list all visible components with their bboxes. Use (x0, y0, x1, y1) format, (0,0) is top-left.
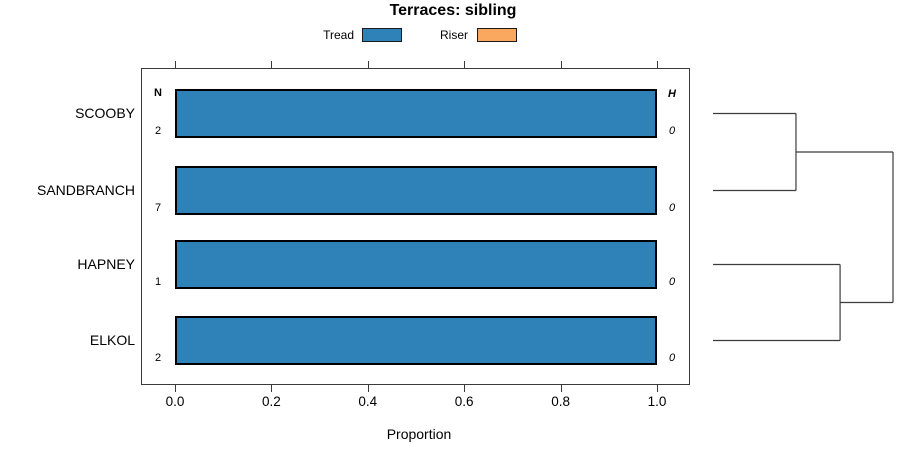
h-column-header: H (668, 88, 676, 100)
legend-label-riser: Riser (439, 28, 468, 42)
x-tick-top (560, 61, 562, 68)
n-column-header: N (154, 87, 162, 99)
x-tick-top (464, 61, 466, 68)
x-tick-top (271, 61, 273, 68)
x-tick-label: 0.0 (165, 394, 185, 409)
tread-swatch (362, 28, 402, 42)
n-value-scooby: 2 (155, 125, 162, 137)
x-tick-bottom (367, 385, 369, 392)
h-value-hapney: 0 (669, 276, 676, 288)
x-tick-label: 0.4 (358, 394, 378, 409)
x-tick-label: 0.2 (262, 394, 281, 409)
x-tick-label: 0.6 (454, 394, 474, 409)
x-tick-bottom (657, 385, 658, 392)
chart-title: Terraces: sibling (389, 2, 517, 19)
h-value-elkol: 0 (669, 352, 676, 364)
x-axis-label: Proportion (386, 426, 452, 442)
n-value-hapney: 1 (155, 276, 162, 288)
x-tick-label: 0.8 (551, 394, 570, 409)
h-value-sandbranch: 0 (669, 202, 676, 214)
category-label-elkol: ELKOL (89, 332, 135, 348)
x-tick-bottom (560, 385, 562, 392)
legend: Tread Riser (0, 28, 900, 43)
category-label-sandbranch: SANDBRANCH (36, 182, 135, 198)
x-tick-bottom (271, 385, 273, 392)
bar-tread-sandbranch (175, 166, 657, 215)
x-tick-bottom (464, 385, 466, 392)
legend-label-tread: Tread (323, 28, 354, 42)
x-tick-top (175, 61, 176, 68)
n-value-sandbranch: 7 (155, 202, 162, 214)
bar-tread-elkol (175, 316, 657, 365)
x-tick-top (367, 61, 369, 68)
riser-swatch (477, 28, 517, 42)
category-label-scooby: SCOOBY (75, 105, 135, 121)
x-tick-top (657, 61, 658, 68)
category-label-hapney: HAPNEY (77, 256, 135, 272)
n-value-elkol: 2 (155, 352, 162, 364)
x-tick-bottom (175, 385, 176, 392)
x-tick-label: 1.0 (647, 394, 667, 409)
bar-tread-scooby (175, 89, 657, 138)
bar-tread-hapney (175, 240, 657, 289)
h-value-scooby: 0 (669, 125, 676, 137)
